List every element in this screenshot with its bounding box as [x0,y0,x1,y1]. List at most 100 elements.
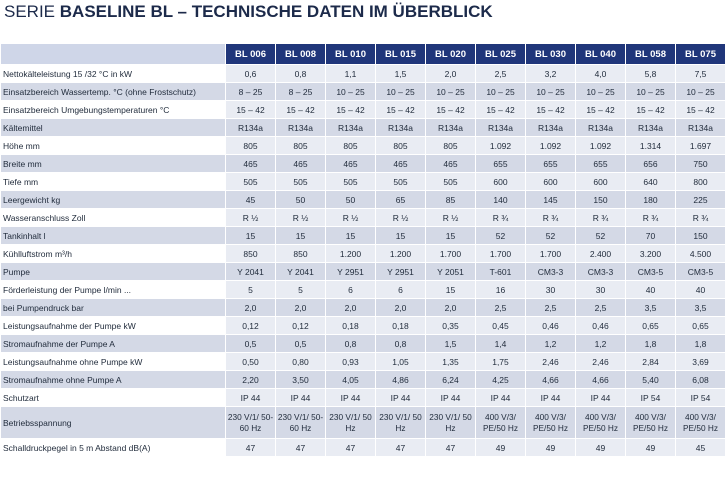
header-corner [0,43,226,65]
cell-value: 1.314 [625,136,676,155]
cell-value: R134a [325,118,376,137]
cell-value: 0,65 [675,316,725,335]
cell-value: 805 [375,136,426,155]
page-title: SERIE BASELINE BL – TECHNISCHE DATEN IM … [4,0,493,26]
cell-value: 49 [575,438,626,457]
cell-value: 2,5 [525,298,576,317]
table-row: Nettokälteleistung 15 /32 °C in kW 0,6 0,8… [0,64,725,83]
cell-value: 15 – 42 [325,100,376,119]
cell-value: 150 [575,190,626,209]
cell-value: 180 [625,190,676,209]
cell-value: 465 [425,154,476,173]
cell-value: 0,5 [225,334,276,353]
cell-value: 6,08 [675,370,725,389]
cell-value: 65 [375,190,426,209]
row-label: Stromaufnahme der Pumpe A [0,334,226,353]
cell-value: 1,2 [525,334,576,353]
cell-value: IP 44 [525,388,576,407]
cell-value: 2,46 [525,352,576,371]
row-label: Einsatzbereich Wassertemp. °C (ohne Fros… [0,82,226,101]
cell-value: 10 – 25 [575,82,626,101]
cell-value: 52 [575,226,626,245]
column-header: BL 058 [625,43,676,65]
cell-value: 655 [475,154,526,173]
cell-value: 4,25 [475,370,526,389]
cell-value: IP 44 [575,388,626,407]
cell-value: 150 [675,226,725,245]
cell-value: 2,0 [375,298,426,317]
cell-value: 47 [425,438,476,457]
cell-value: 1.200 [375,244,426,263]
cell-value: 3,2 [525,64,576,83]
cell-value: 2,0 [425,64,476,83]
cell-value: 465 [375,154,426,173]
cell-value: 10 – 25 [375,82,426,101]
cell-value: 655 [525,154,576,173]
row-label: Schalldruckpegel in 5 m Abstand dB(A) [0,438,226,457]
table-row: Pumpe Y 2041 Y 2041 Y 2951 Y 2951 Y 2051 T-601… [0,262,725,281]
cell-value: 1.700 [475,244,526,263]
cell-value: 1,8 [625,334,676,353]
cell-value: 47 [275,438,326,457]
cell-value: 400 V/3/ PE/50 Hz [575,406,626,439]
cell-value: 400 V/3/ PE/50 Hz [525,406,576,439]
cell-value: 47 [375,438,426,457]
cell-value: 230 V/1/ 50 Hz [425,406,476,439]
cell-value: 5,40 [625,370,676,389]
table-row: Leistungsaufnahme der Pumpe kW 0,12 0,12 0,… [0,316,725,335]
cell-value: R134a [475,118,526,137]
cell-value: 52 [475,226,526,245]
cell-value: 1,5 [375,64,426,83]
cell-value: 3,5 [625,298,676,317]
row-label: Kältemittel [0,118,226,137]
table-row: Einsatzbereich Umgebungstemperaturen °C 1… [0,100,725,119]
table-row: Leergewicht kg 45 50 50 65 85 140 145 150 180 225 [0,190,725,209]
cell-value: 15 – 42 [625,100,676,119]
row-label: Tankinhalt l [0,226,226,245]
cell-value: 640 [625,172,676,191]
cell-value: IP 44 [275,388,326,407]
cell-value: 45 [675,438,725,457]
cell-value: CM3-5 [625,262,676,281]
cell-value: 0,6 [225,64,276,83]
cell-value: 400 V/3/ PE/50 Hz [675,406,725,439]
cell-value: 1.200 [325,244,376,263]
cell-value: 0,93 [325,352,376,371]
cell-value: 465 [275,154,326,173]
cell-value: IP 44 [325,388,376,407]
cell-value: IP 44 [475,388,526,407]
cell-value: 16 [475,280,526,299]
cell-value: R ½ [225,208,276,227]
cell-value: IP 44 [225,388,276,407]
row-label: Breite mm [0,154,226,173]
cell-value: 4,66 [525,370,576,389]
row-label: Kühlluftstrom m³/h [0,244,226,263]
cell-value: 2,0 [425,298,476,317]
row-label: Stromaufnahme ohne Pumpe A [0,370,226,389]
table-row: Breite mm 465 465 465 465 465 655 655 655 656 750 [0,154,725,173]
table-row: Einsatzbereich Wassertemp. °C (ohne Fros… [0,82,725,101]
cell-value: 465 [225,154,276,173]
cell-value: 40 [625,280,676,299]
cell-value: 1,5 [425,334,476,353]
cell-value: R134a [525,118,576,137]
cell-value: 1,1 [325,64,376,83]
cell-value: 2,5 [575,298,626,317]
cell-value: R ½ [425,208,476,227]
cell-value: 3.200 [625,244,676,263]
cell-value: 805 [325,136,376,155]
cell-value: 0,46 [575,316,626,335]
cell-value: 230 V/1/ 50-60 Hz [275,406,326,439]
cell-value: R ½ [325,208,376,227]
row-label: Leistungsaufnahme ohne Pumpe kW [0,352,226,371]
cell-value: 2,5 [475,298,526,317]
table-row: Höhe mm 805 805 805 805 805 1.092 1.092 1.092 1.3… [0,136,725,155]
column-header: BL 020 [425,43,476,65]
cell-value: 15 – 42 [675,100,725,119]
cell-value: 30 [575,280,626,299]
cell-value: 0,18 [325,316,376,335]
header-row: BL 006 BL 008 BL 010 BL 015 BL 020 BL 025 BL 0… [0,43,725,65]
row-label: Einsatzbereich Umgebungstemperaturen °C [0,100,226,119]
cell-value: CM3-5 [675,262,725,281]
cell-value: 0,12 [275,316,326,335]
